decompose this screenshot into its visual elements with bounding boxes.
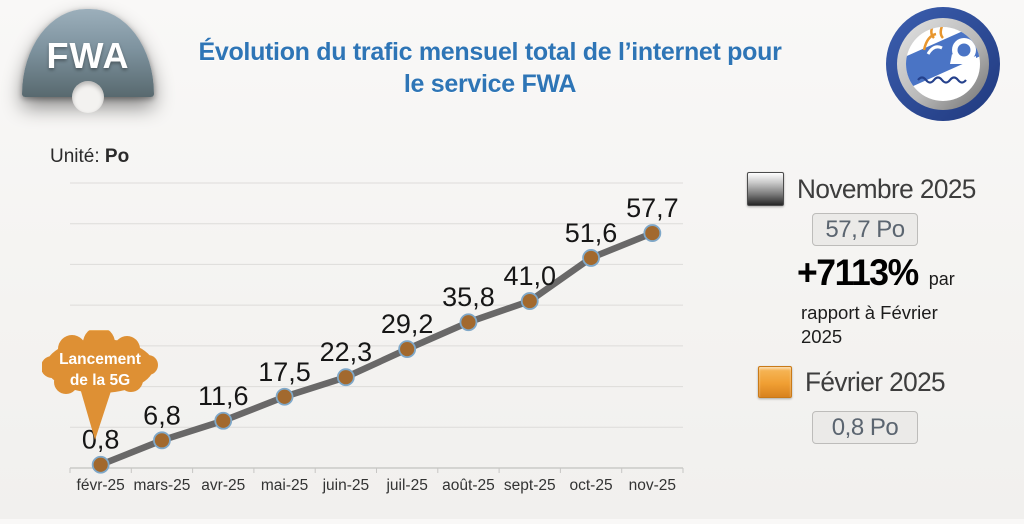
callout-text-line2: de la 5G [70,372,130,389]
growth-percent: +7113% [797,252,919,293]
february-value-badge: 0,8 Po [812,411,918,444]
regulator-logo [886,7,1000,121]
legend-february: Février 2025 [758,366,949,398]
legend-november: Novembre 2025 [747,172,981,206]
november-value-badge: 57,7 Po [812,213,918,246]
data-point-label: 41,0 [503,261,556,291]
line-chart: 0,8 févr-25 6,8 mars-25 11,6 avr-25 17,5 mai-25… [0,170,740,524]
data-point-label: 0,8 [82,425,120,455]
x-axis-label: août-25 [442,477,495,494]
data-point [643,224,662,242]
callout-text-line1: Lancement [59,351,141,368]
summary-panel: Novembre 2025 57,7 Po +7113% par rapport … [740,168,1024,478]
data-point-label: 22,3 [320,337,373,367]
growth-line: +7113% par [797,252,955,294]
february-label: Février 2025 [805,366,946,397]
unit-value: Po [104,146,130,167]
february-swatch-icon [758,366,792,398]
page-title-line2: le service FWA [403,70,577,98]
november-label: Novembre 2025 [797,173,976,204]
data-point [398,340,417,359]
data-point-label: 11,6 [198,381,249,411]
data-point [520,292,539,310]
fwa-logo: FWA [22,9,154,113]
x-axis-label: juil-25 [385,477,427,494]
x-axis-label: févr-25 [77,477,125,494]
x-axis-label: oct-25 [570,477,613,494]
data-point-label: 29,2 [381,309,434,339]
x-axis-label: mai-25 [261,477,308,494]
data-point-label: 17,5 [258,357,311,387]
data-point [275,387,294,406]
growth-description: rapport à Février 2025 [801,302,938,347]
november-swatch-icon [747,172,784,206]
page-title-line1: Évolution du trafic mensuel total de l’i… [198,38,782,66]
data-point-label: 35,8 [442,282,495,312]
data-point-label: 57,7 [626,193,679,223]
logo-antenna [922,27,944,51]
x-axis-label: juin-25 [322,477,370,494]
unit-label: Unité: Po [50,146,130,167]
callout-cloud [42,330,158,440]
data-point [153,431,171,450]
x-axis-label: mars-25 [134,477,191,494]
data-point [336,368,355,387]
launch-5g-callout: Lancement de la 5G [42,330,158,440]
logo-arabic-text [917,76,967,84]
x-axis-label: avr-25 [201,477,245,494]
traffic-series-line [97,229,656,468]
x-axis-label: nov-25 [629,477,676,494]
growth-suffix: par [928,269,955,289]
data-point [582,249,600,267]
fwa-logo-notch [72,81,104,113]
data-point-label: 51,6 [565,218,618,248]
data-point [91,455,110,474]
x-axis-label: sept-25 [504,477,556,494]
data-point [214,411,233,430]
page-title: Évolution du trafic mensuel total de l’i… [150,36,830,100]
data-point [459,313,478,332]
fwa-logo-text: FWA [46,35,130,76]
data-point-label: 6,8 [143,400,181,430]
